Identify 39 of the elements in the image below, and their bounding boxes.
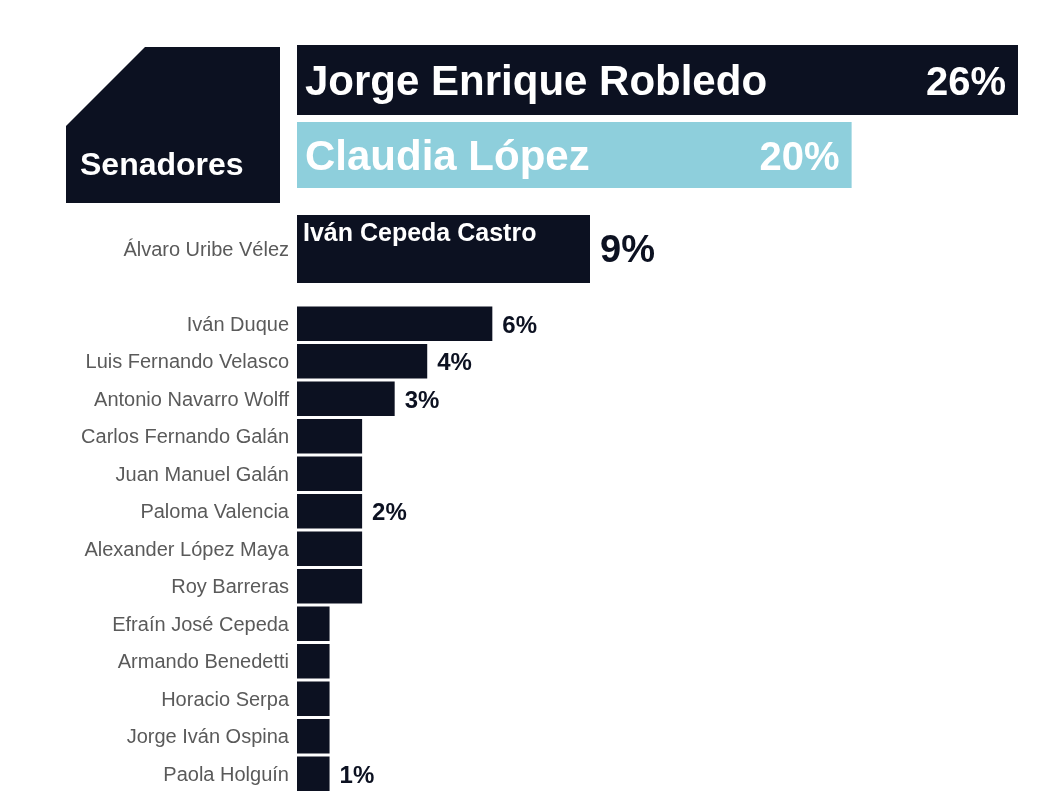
bar: [297, 494, 363, 529]
y-tick-label: Carlos Fernando Galán: [81, 425, 289, 448]
y-tick-label: Iván Duque: [186, 312, 289, 335]
y-tick-label: Antonio Navarro Wolff: [94, 387, 290, 410]
bar: [297, 756, 330, 791]
bar: [297, 344, 428, 379]
data-label: 3%: [404, 385, 440, 413]
y-tick-label: Efraín José Cepeda: [112, 612, 290, 635]
y-tick-label: Paloma Valencia: [140, 500, 290, 523]
bar: [297, 569, 363, 604]
text: Senadores: [80, 146, 244, 182]
data-label: 20%: [759, 134, 840, 178]
y-tick-label: Armando Benedetti: [117, 650, 289, 673]
data-label: 4%: [437, 348, 472, 376]
bar: [297, 719, 330, 754]
y-tick-label: Álvaro Uribe Vélez: [123, 238, 289, 260]
y-tick-label: Roy Barreras: [171, 575, 289, 598]
data-label: 2%: [372, 498, 407, 526]
bar: [297, 306, 493, 341]
data-label: 9%: [600, 228, 655, 270]
y-tick-label: Luis Fernando Velasco: [85, 350, 289, 373]
y-tick-label: Paola Holguín: [163, 762, 289, 785]
data-label: 6%: [502, 310, 538, 338]
y-tick-label: Claudia López: [305, 132, 590, 179]
data-label: 26%: [925, 59, 1006, 103]
bar: [297, 419, 363, 454]
y-tick-label: Jorge Iván Ospina: [126, 725, 290, 748]
bar: [297, 606, 330, 641]
y-tick-label: Juan Manuel Galán: [115, 462, 289, 485]
bar: [297, 456, 363, 491]
bar: [297, 644, 330, 679]
bar: [297, 531, 363, 566]
bar: [297, 381, 395, 416]
y-tick-label: Jorge Enrique Robledo: [305, 57, 768, 104]
y-tick-label: Horacio Serpa: [161, 687, 290, 710]
data-label: 1%: [339, 760, 375, 788]
y-tick-label: Alexander López Maya: [84, 537, 290, 560]
bar: [297, 681, 330, 716]
annotation: Iván Cepeda Castro: [303, 218, 537, 246]
